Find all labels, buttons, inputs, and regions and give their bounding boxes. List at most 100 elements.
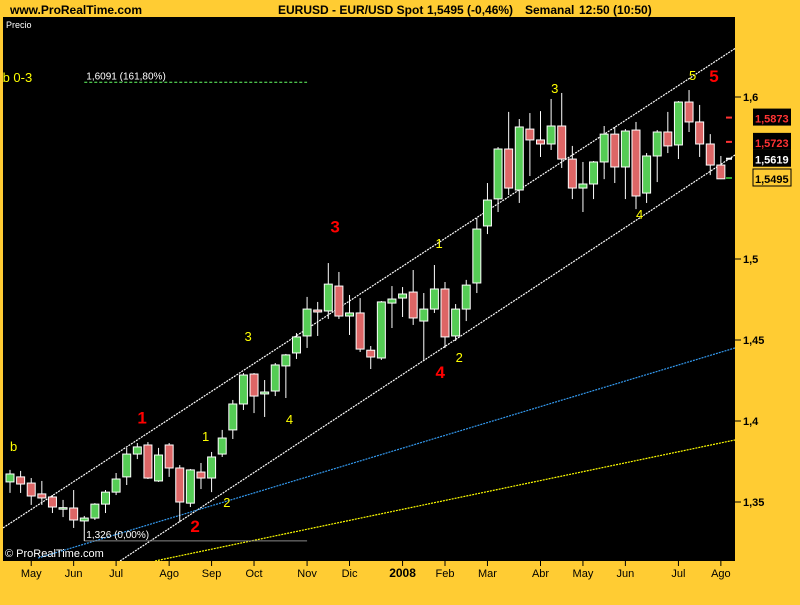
candle-body-down (440, 288, 450, 338)
timeframe-label: Semanal (525, 3, 574, 17)
candle-body-up (228, 403, 238, 431)
candle-body-up (429, 288, 439, 310)
price-marker (726, 140, 732, 143)
candle-body-up (100, 491, 110, 505)
wave-label: b 0-3 (3, 70, 33, 85)
candle (111, 473, 121, 496)
wave-label: 3 (244, 329, 251, 344)
candle (90, 503, 100, 520)
wave-label: 3 (551, 81, 558, 96)
candle-body-up (111, 478, 121, 493)
y-tick-label: 1,4 (743, 416, 759, 428)
candle (79, 515, 89, 541)
candle-body-up (79, 517, 89, 522)
candle-body-down (164, 444, 174, 469)
x-tick-label: Feb (436, 568, 455, 580)
candle (26, 478, 36, 505)
candle (47, 495, 57, 514)
panel-label: Precio (6, 20, 32, 30)
wave-label: 3 (330, 218, 339, 237)
candle-body-up (642, 155, 652, 194)
x-tick-label: Sep (202, 568, 222, 580)
candle-body-down (557, 125, 567, 160)
candle (567, 145, 577, 200)
x-tick-label: Oct (245, 568, 262, 580)
candle-body-up (270, 364, 280, 392)
candle (302, 296, 312, 348)
candle (398, 287, 408, 318)
price-box-label: 1,5873 (755, 114, 789, 126)
price-box (753, 149, 791, 167)
candle-body-down (26, 482, 36, 497)
candle-body-up (419, 308, 429, 322)
candle-body-up (589, 161, 599, 185)
candle (249, 373, 259, 414)
candle (355, 298, 365, 352)
candle (620, 129, 630, 200)
candle (16, 470, 26, 493)
candle (334, 271, 344, 319)
price-box-label: 1,5495 (755, 174, 789, 186)
candle-body-up (154, 454, 164, 482)
trendline-blue (37, 347, 735, 559)
candle-body-up (482, 199, 492, 227)
y-tick-label: 1,35 (743, 497, 764, 509)
wave-label: 1 (137, 409, 146, 428)
candle-body-down (16, 476, 26, 485)
x-tick-label: Jun (617, 568, 635, 580)
plot-layer: 1,6091 (161,80%) 1,326 (0,00%) b 0-3 b 1 2 3 4 5… (3, 47, 735, 561)
price-box-label: 1,5723 (755, 138, 789, 150)
candle-body-up (238, 374, 248, 405)
candle (673, 101, 683, 160)
candle (493, 147, 503, 213)
time-label: 12:50 (10:50) (579, 3, 652, 17)
candle-body-up (376, 301, 386, 359)
candle (652, 130, 662, 183)
wave-label: 2 (190, 517, 199, 536)
candle-body-up (58, 507, 68, 510)
candle (663, 111, 673, 154)
price-box (752, 168, 792, 187)
candle (376, 300, 386, 360)
candle-body-up (5, 473, 15, 483)
candle (631, 121, 641, 210)
candle (695, 104, 705, 157)
price-box-label: 1,5619 (755, 155, 789, 167)
x-tick-label: Jul (109, 568, 123, 580)
candle (366, 345, 376, 370)
candle (281, 353, 291, 399)
candle-body-up (493, 148, 503, 200)
candle-body-down (716, 164, 726, 180)
candle (345, 294, 355, 335)
x-tick-label: Abr (532, 568, 549, 580)
candle (705, 134, 715, 176)
y-tick-label: 1,5 (743, 254, 758, 266)
price-box (753, 132, 791, 150)
candle-body-up (472, 228, 482, 284)
copyright: © ProRealTime.com (5, 548, 104, 560)
wave-label: 4 (435, 363, 445, 382)
candle-body-down (663, 131, 673, 147)
wave-label: 2 (223, 495, 230, 510)
x-tick-label: Jun (65, 568, 83, 580)
candle (514, 119, 524, 203)
candle (69, 490, 79, 528)
wave-label: 1 (202, 429, 209, 444)
candle-body-up (451, 308, 461, 337)
candle (270, 363, 280, 397)
candle-body-up (546, 125, 556, 145)
x-tick-label: Dic (342, 568, 358, 580)
candle (589, 160, 599, 200)
candle (260, 380, 270, 417)
candle (207, 451, 217, 493)
site-title: www.ProRealTime.com (9, 3, 142, 17)
candle (472, 218, 482, 294)
price-marker (726, 116, 732, 119)
candle-body-up (207, 456, 217, 479)
candle-body-up (387, 298, 397, 304)
candle-body-up (652, 131, 662, 157)
candle (429, 264, 439, 313)
candle (642, 153, 652, 203)
candle-body-up (578, 183, 588, 189)
